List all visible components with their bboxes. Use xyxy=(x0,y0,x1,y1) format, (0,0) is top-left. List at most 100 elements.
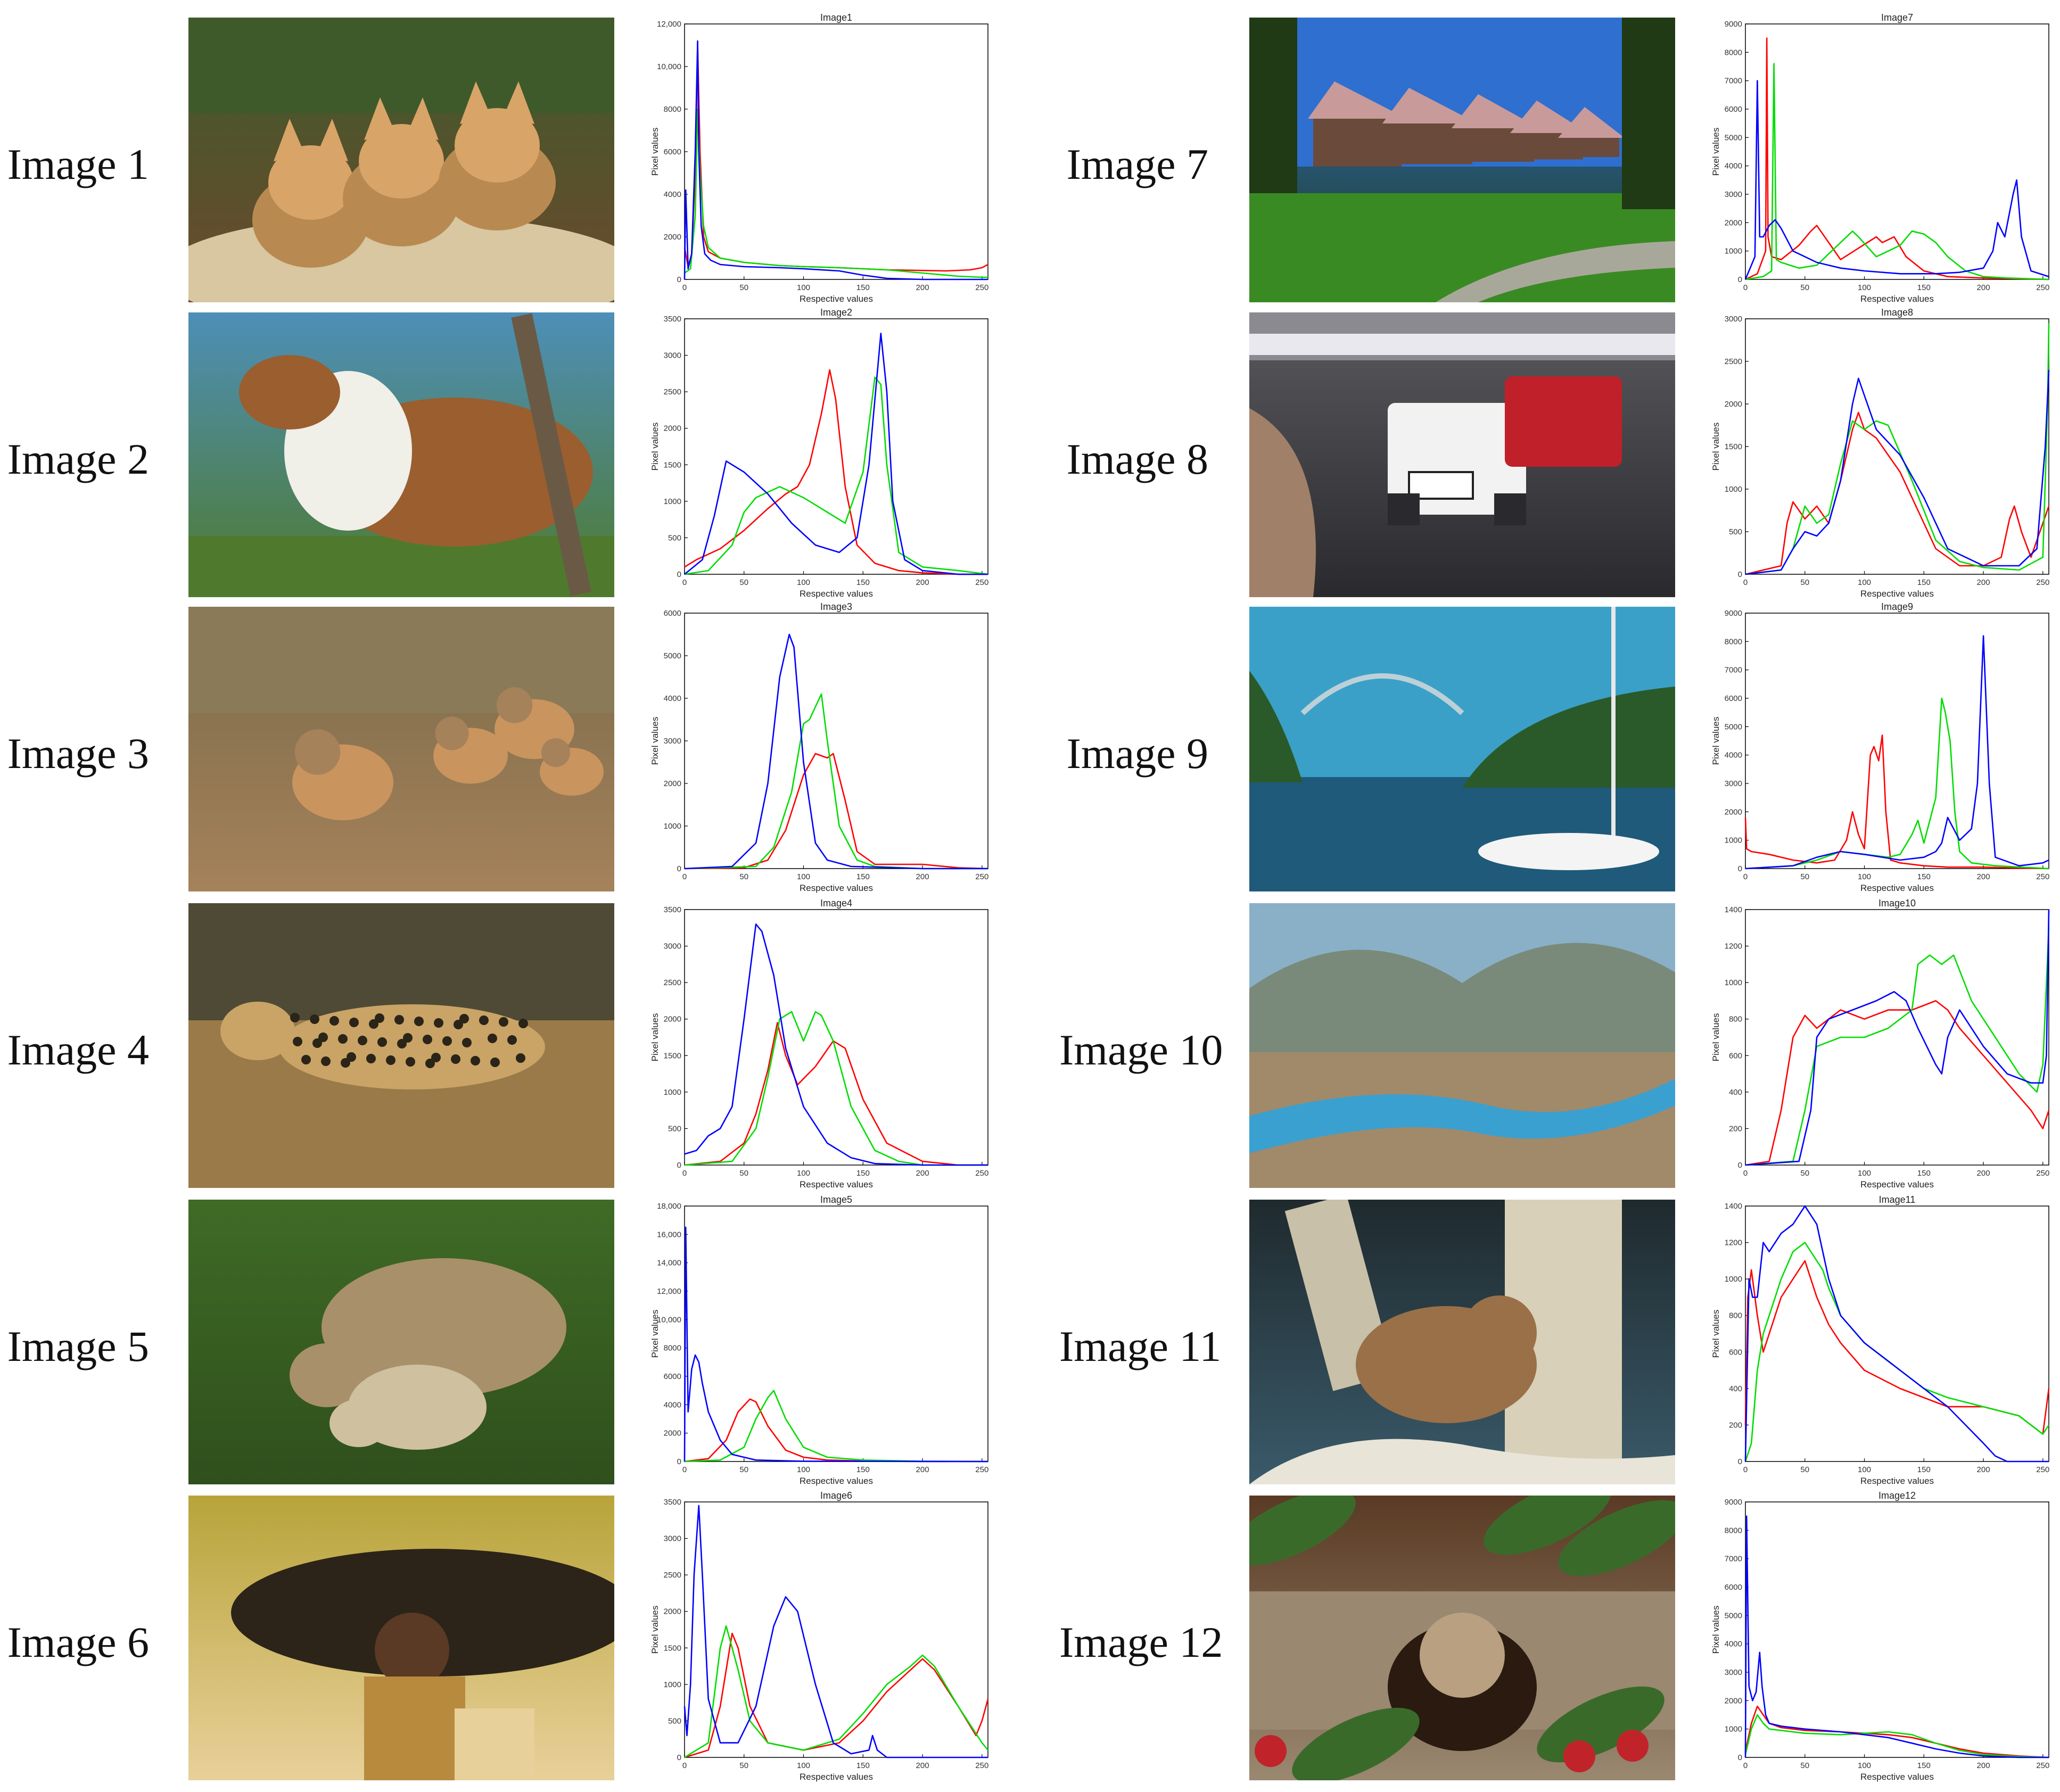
y-tick-label: 7000 xyxy=(1725,77,1742,86)
x-tick-label: 50 xyxy=(1800,1465,1809,1474)
y-tick-label: 3500 xyxy=(664,315,681,324)
x-tick-label: 0 xyxy=(682,872,687,881)
x-tick-label: 50 xyxy=(739,578,748,587)
x-tick-label: 100 xyxy=(797,1761,810,1770)
x-axis-label: Respective values xyxy=(800,294,873,304)
photo-cougar-cub-on-birch xyxy=(1249,1200,1675,1484)
y-tick-label: 5000 xyxy=(1725,1611,1742,1620)
x-tick-label: 150 xyxy=(1917,1761,1931,1770)
series-line-green xyxy=(684,1625,989,1758)
y-tick-label: 2000 xyxy=(664,233,681,242)
plot-frame xyxy=(684,1205,988,1462)
y-tick-label: 0 xyxy=(677,864,681,873)
histogram-chart: Image7 0 50 100 150 200 250 0 1000 2000 3000 4000 50… xyxy=(1711,11,2057,307)
panel-label: Image 4 xyxy=(7,1026,149,1074)
x-tick-label: 100 xyxy=(1858,283,1871,292)
x-axis-label: Respective values xyxy=(800,1179,873,1190)
y-tick-label: 1500 xyxy=(664,1644,681,1653)
x-axis-label: Respective values xyxy=(1860,883,1934,893)
x-tick-label: 100 xyxy=(1858,578,1871,587)
series-line-blue xyxy=(683,1226,988,1463)
x-tick-label: 250 xyxy=(975,1169,988,1178)
x-tick-label: 50 xyxy=(739,1761,748,1770)
y-tick-label: 18,000 xyxy=(657,1202,681,1211)
x-tick-label: 200 xyxy=(1977,1761,1990,1770)
x-tick-label: 0 xyxy=(682,1465,687,1474)
y-tick-label: 3000 xyxy=(664,1534,681,1543)
y-tick-label: 1000 xyxy=(1725,247,1742,256)
x-tick-label: 50 xyxy=(1800,283,1809,292)
y-tick-label: 1000 xyxy=(1725,978,1742,987)
y-tick-label: 0 xyxy=(1738,570,1742,579)
y-tick-label: 10,000 xyxy=(657,1315,681,1324)
y-tick-label: 1000 xyxy=(1725,836,1742,845)
x-tick-label: 200 xyxy=(916,872,929,881)
y-tick-label: 7000 xyxy=(1725,1555,1742,1564)
series-line-blue xyxy=(1745,369,2050,575)
series-line-blue xyxy=(1745,635,2049,870)
y-tick-label: 8000 xyxy=(1725,48,1742,57)
x-axis-label: Respective values xyxy=(800,1476,873,1486)
histogram-chart: Image8 0 50 100 150 200 250 0 500 1000 1500 2000 250… xyxy=(1711,306,2057,601)
y-tick-label: 2000 xyxy=(1725,218,1742,227)
chart-title: Image1 xyxy=(820,12,852,23)
x-axis-label: Respective values xyxy=(1860,589,1934,599)
series-line-green xyxy=(1744,1242,2050,1462)
y-axis-label: Pixel values xyxy=(1711,1013,1721,1062)
y-tick-label: 4000 xyxy=(1725,751,1742,760)
series-line-red xyxy=(684,1022,988,1166)
series-line-green xyxy=(684,1011,988,1166)
y-tick-label: 9000 xyxy=(1725,1498,1742,1507)
histogram-chart: Image1 0 50 100 150 200 250 0 2000 4000 6000 8000 10… xyxy=(650,11,996,307)
chart-title: Image4 xyxy=(820,898,852,909)
y-tick-label: 2000 xyxy=(664,779,681,788)
y-tick-label: 0 xyxy=(677,570,681,579)
plot-frame xyxy=(1745,1501,2049,1758)
y-tick-label: 1000 xyxy=(664,1088,681,1097)
x-tick-label: 200 xyxy=(1977,1169,1990,1178)
x-tick-label: 0 xyxy=(682,1761,687,1770)
histogram-chart: Image3 0 50 100 150 200 250 0 1000 2000 3000 4000 50… xyxy=(650,600,996,896)
x-tick-label: 150 xyxy=(856,1169,870,1178)
histogram-chart: Image10 0 50 100 150 200 250 0 200 400 600 800 1000 1… xyxy=(1711,897,2057,1192)
y-tick-label: 12,000 xyxy=(657,1287,681,1296)
y-tick-label: 3000 xyxy=(664,942,681,951)
y-axis-label: Pixel values xyxy=(1711,423,1721,471)
y-tick-label: 3000 xyxy=(1725,1668,1742,1677)
x-tick-label: 100 xyxy=(1858,1169,1871,1178)
series-line-green xyxy=(1745,63,2049,280)
y-tick-label: 5000 xyxy=(664,651,681,660)
panel-label: Image 9 xyxy=(1066,729,1208,778)
y-tick-label: 1000 xyxy=(664,1680,681,1689)
plot-frame xyxy=(1745,23,2049,280)
photo-scene xyxy=(1249,1200,1675,1484)
chart-title: Image12 xyxy=(1878,1490,1916,1501)
x-tick-label: 0 xyxy=(1743,578,1748,587)
x-tick-label: 100 xyxy=(797,578,810,587)
panel-label: Image 2 xyxy=(7,435,149,483)
panel-label: Image 1 xyxy=(7,140,149,188)
y-axis-label: Pixel values xyxy=(650,1013,660,1062)
x-axis-label: Respective values xyxy=(800,883,873,893)
y-tick-label: 600 xyxy=(1729,1051,1742,1060)
y-tick-label: 2000 xyxy=(1725,807,1742,816)
x-tick-label: 250 xyxy=(2036,1465,2049,1474)
x-tick-label: 200 xyxy=(916,578,929,587)
x-axis-label: Respective values xyxy=(800,589,873,599)
y-tick-label: 8000 xyxy=(664,1344,681,1353)
plot-frame xyxy=(684,909,988,1166)
y-axis-label: Pixel values xyxy=(1711,128,1721,176)
y-tick-label: 0 xyxy=(1738,1753,1742,1762)
y-tick-label: 1200 xyxy=(1725,1238,1742,1248)
y-axis-label: Pixel values xyxy=(650,1606,660,1654)
x-tick-label: 250 xyxy=(975,283,988,292)
y-tick-label: 2000 xyxy=(664,424,681,433)
photo-scene xyxy=(1249,18,1675,302)
photo-valley-and-river xyxy=(1249,903,1675,1188)
y-tick-label: 0 xyxy=(677,1161,681,1170)
x-tick-label: 200 xyxy=(1977,1465,1990,1474)
x-tick-label: 150 xyxy=(1917,1465,1931,1474)
y-tick-label: 6000 xyxy=(1725,694,1742,703)
photo-scene xyxy=(231,1549,614,1780)
histogram-chart: Image9 0 50 100 150 200 250 0 1000 2000 3000 4000 50… xyxy=(1711,600,2057,896)
